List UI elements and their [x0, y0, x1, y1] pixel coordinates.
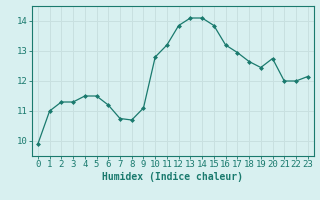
X-axis label: Humidex (Indice chaleur): Humidex (Indice chaleur): [102, 172, 243, 182]
